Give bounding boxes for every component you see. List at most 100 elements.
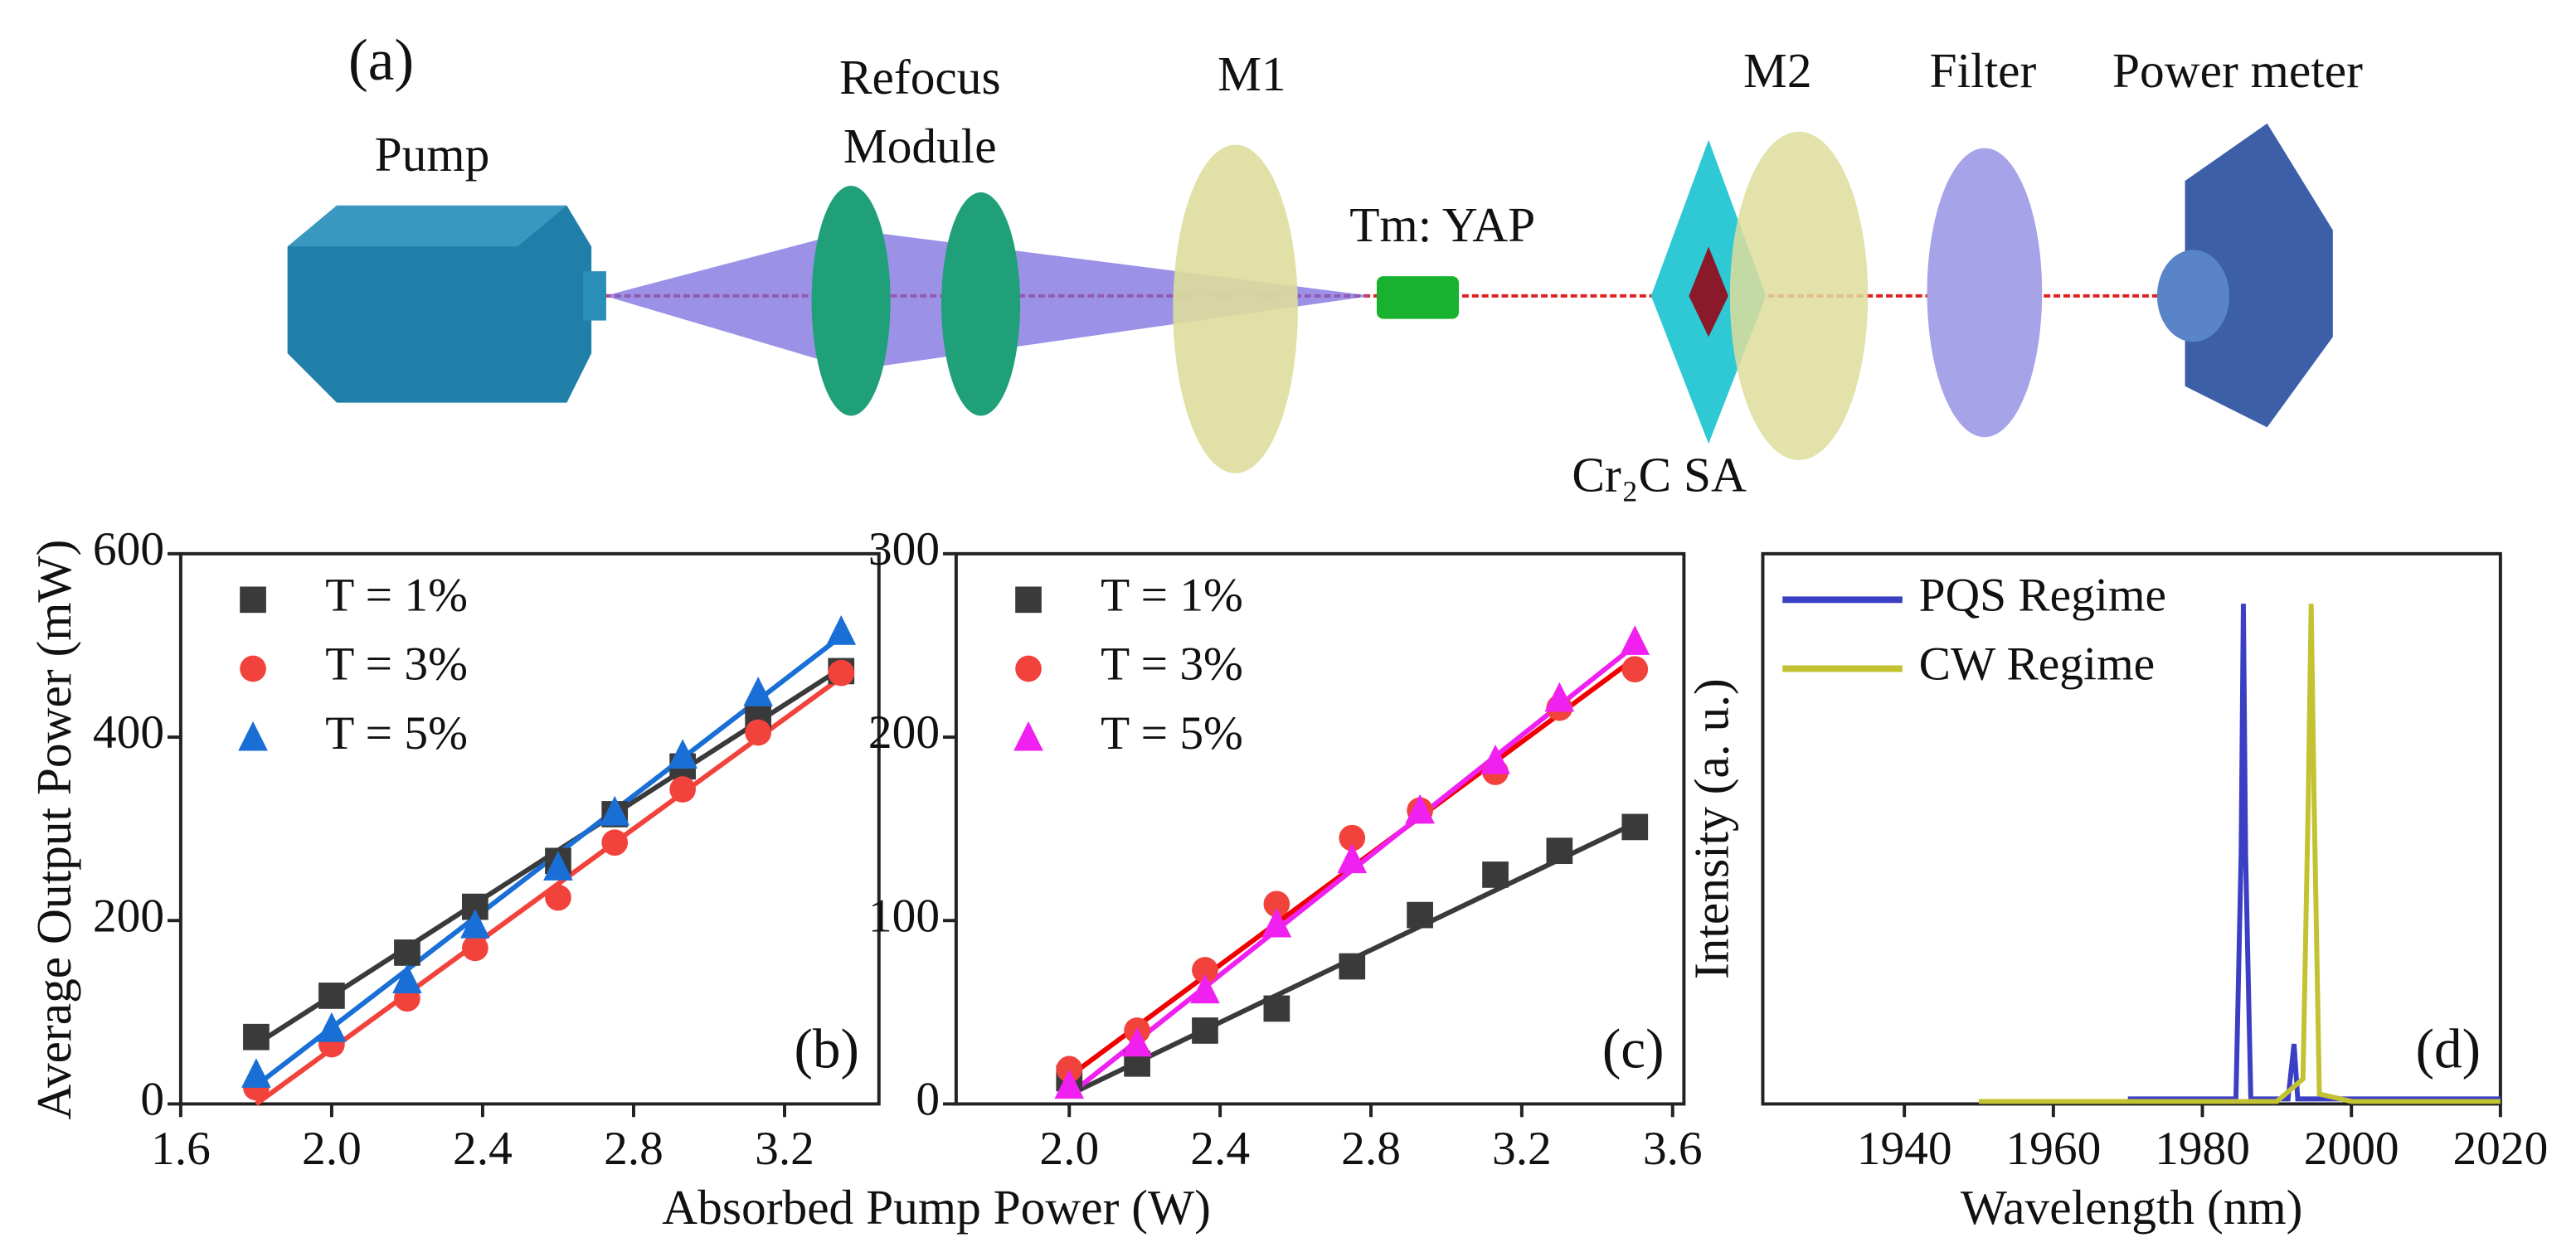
marker: [243, 1023, 270, 1051]
filter: [1927, 148, 2043, 438]
marker: [1190, 973, 1220, 1004]
marker: [461, 934, 488, 962]
marker: [1621, 656, 1649, 683]
marker: [1620, 625, 1650, 655]
marker: [1546, 837, 1573, 865]
pump-top: [287, 205, 567, 247]
y-tick-label: 400: [93, 706, 164, 759]
y-tick-label: 200: [93, 890, 164, 942]
mirror-m1: [1173, 144, 1298, 473]
spectrum-line: [2127, 604, 2501, 1102]
x-tick-label: 2.4: [1190, 1123, 1250, 1175]
marker: [745, 719, 771, 746]
crystal: [1376, 276, 1460, 319]
marker: [1054, 1069, 1085, 1099]
legend-label: T = 5%: [1101, 707, 1243, 759]
y-axis-title: Intensity (a. u.): [1684, 678, 1739, 979]
y-tick-label: 300: [868, 523, 940, 575]
marker: [545, 884, 571, 911]
marker: [1261, 907, 1292, 938]
x-axis-title: Wavelength (nm): [1961, 1180, 2303, 1235]
mirror-m2: [1729, 131, 1869, 460]
marker: [743, 677, 773, 706]
label: Tm: YAP: [1349, 197, 1535, 252]
x-tick-label: 1960: [2005, 1123, 2101, 1175]
marker: [1339, 953, 1366, 980]
legend-label: T = 3%: [1101, 638, 1243, 691]
marker: [826, 615, 857, 645]
marker: [1192, 957, 1218, 983]
sa-center: [1689, 246, 1728, 337]
spectrum-line: [1979, 604, 2501, 1104]
label: Power meter: [2112, 43, 2363, 98]
x-tick-label: 1940: [1857, 1123, 1952, 1175]
y-tick-label: 0: [916, 1074, 940, 1126]
marker: [392, 963, 422, 993]
pump-box: [287, 205, 592, 403]
lens-1: [811, 186, 891, 416]
marker: [238, 721, 268, 751]
marker: [1013, 721, 1043, 751]
x-axis-title: Absorbed Pump Power (W): [662, 1180, 1211, 1235]
marker: [1407, 901, 1433, 929]
legend-label: T = 1%: [325, 569, 468, 621]
x-tick-label: 2.0: [302, 1123, 362, 1175]
marker: [1480, 744, 1510, 774]
y-tick-label: 600: [93, 523, 164, 575]
label: Filter: [1930, 43, 2037, 98]
y-axis-title: Average Output Power (mW): [27, 540, 81, 1120]
label: Pump: [375, 127, 490, 182]
marker: [394, 939, 420, 966]
plot-frame: [1761, 551, 2502, 1106]
marker: [1015, 655, 1042, 682]
legend-label: T = 5%: [325, 707, 468, 759]
label: M1: [1218, 46, 1286, 101]
plot-frame: [954, 551, 1686, 1106]
marker: [241, 1058, 271, 1088]
x-tick-label: 2020: [2452, 1123, 2548, 1175]
marker: [1015, 586, 1042, 614]
x-tick-label: 2.4: [453, 1123, 513, 1175]
power-meter: [2185, 123, 2333, 428]
marker: [1405, 793, 1435, 824]
pump-nozzle: [583, 271, 606, 321]
x-tick-label: 1980: [2155, 1123, 2250, 1175]
x-tick-label: 2.8: [604, 1123, 663, 1175]
marker: [1339, 824, 1366, 852]
marker: [828, 659, 855, 687]
label: M2: [1743, 43, 1812, 98]
y-tick-label: 0: [140, 1074, 164, 1126]
marker: [318, 983, 345, 1009]
x-tick-label: 3.2: [755, 1123, 814, 1175]
legend-label: T = 3%: [325, 638, 468, 691]
marker: [240, 586, 266, 614]
plot-frame: [178, 551, 881, 1106]
x-tick-label: 2.0: [1039, 1123, 1099, 1175]
label: Cr₂C SA: [1572, 447, 1747, 502]
marker: [1056, 1055, 1083, 1083]
panel-label: (c): [1602, 1017, 1665, 1080]
marker: [668, 739, 697, 769]
x-tick-label: 2000: [2304, 1123, 2399, 1175]
legend-label: CW Regime: [1919, 638, 2156, 691]
marker: [1621, 813, 1649, 841]
marker: [1122, 1026, 1152, 1057]
marker: [600, 795, 630, 826]
marker: [669, 776, 696, 803]
marker: [1263, 890, 1290, 918]
legend-label: PQS Regime: [1919, 569, 2166, 621]
marker: [601, 829, 629, 857]
x-tick-label: 2.8: [1341, 1123, 1401, 1175]
meter-head: [2156, 250, 2230, 342]
y-tick-label: 100: [868, 890, 940, 942]
lens-2: [941, 192, 1021, 416]
panel-label: (a): [348, 27, 414, 93]
marker: [543, 851, 573, 881]
marker: [1192, 1017, 1218, 1044]
label: Module: [843, 119, 997, 173]
x-tick-label: 3.2: [1492, 1123, 1552, 1175]
marker: [240, 655, 266, 682]
setup-diagram: (a) Pump Refocus Module M1 Tm: YAP M2 Fi…: [287, 27, 2363, 502]
label: Refocus: [839, 50, 1001, 104]
panel-label: (d): [2416, 1017, 2481, 1080]
